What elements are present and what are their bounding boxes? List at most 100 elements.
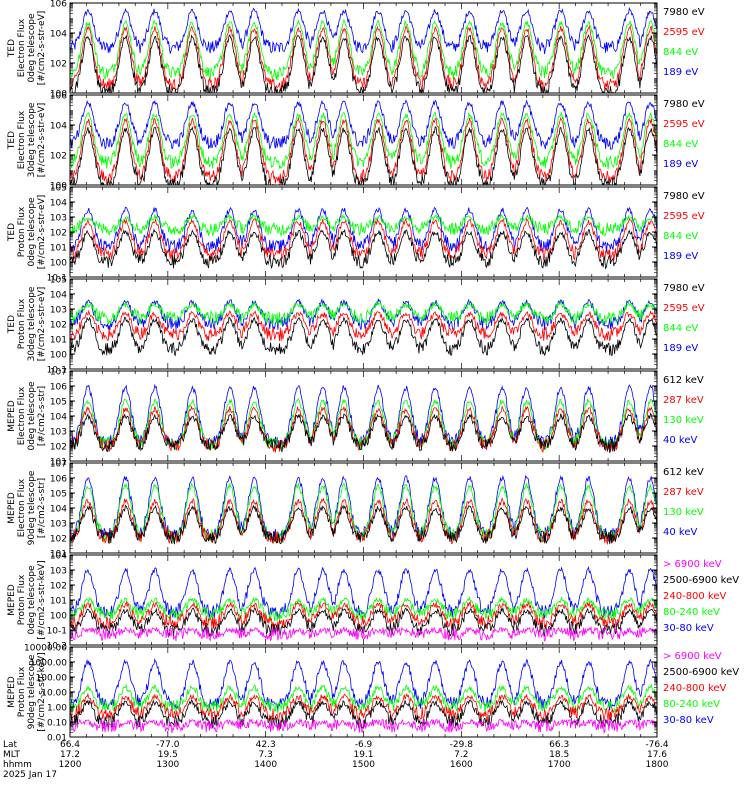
series-189-ev bbox=[70, 298, 657, 331]
series--6900-kev bbox=[70, 717, 657, 734]
y-axis-label: TEDProton Flux30deg telescope[#/cm2-s-st… bbox=[7, 286, 47, 361]
y-tick-label: 102 bbox=[50, 229, 67, 239]
y-tick-label: 106 bbox=[50, 92, 67, 102]
series-7980-ev bbox=[70, 228, 657, 270]
legend-entry: 844 eV bbox=[663, 47, 698, 58]
y-axis-label: TEDProton Flux0deg telescope[#/cm2-s-str… bbox=[7, 195, 47, 270]
x-row-label: hhmm bbox=[3, 760, 32, 770]
y-tick-label: 101 bbox=[50, 458, 67, 468]
y-tick-label: 105 bbox=[50, 276, 67, 286]
y-tick-label: 10-1 bbox=[47, 627, 67, 637]
y-tick-label: 102 bbox=[50, 60, 67, 70]
y-tick-label: 104 bbox=[50, 413, 67, 423]
date-label: 2025 Jan 17 bbox=[3, 770, 57, 780]
series-844-ev bbox=[70, 18, 657, 81]
legend-entry: 7980 eV bbox=[663, 191, 705, 202]
series-2595-ev bbox=[70, 116, 657, 185]
series-240-800-kev bbox=[70, 601, 657, 630]
x-tick-mlt: 7.3 bbox=[259, 750, 273, 760]
panel-4-series bbox=[70, 298, 657, 357]
y-tick-label: 10000.00 bbox=[24, 644, 67, 654]
series-844-ev bbox=[70, 213, 657, 237]
legend-entry: 287 keV bbox=[663, 487, 704, 498]
y-axis-label: MEPEDElectron Flux90deg telescope[#/cm2-… bbox=[7, 470, 47, 545]
legend-entry: 2595 eV bbox=[663, 211, 705, 222]
x-tick-mlt: 19.5 bbox=[158, 750, 178, 760]
y-tick-label: 103 bbox=[50, 214, 67, 224]
x-tick-lat: -29.8 bbox=[450, 740, 474, 750]
legend-entry: 612 keV bbox=[663, 467, 704, 478]
legend-entry: 7980 eV bbox=[663, 99, 705, 110]
x-row-label: MLT bbox=[3, 750, 21, 760]
legend-entry: 612 keV bbox=[663, 375, 704, 386]
series-40-kev bbox=[70, 383, 657, 451]
legend-entry: 240-800 keV bbox=[663, 683, 727, 694]
y-tick-label: 1.00 bbox=[47, 704, 67, 714]
y-tick-label: 105 bbox=[50, 490, 67, 500]
y-tick-label: 101 bbox=[50, 336, 67, 346]
series-189-ev bbox=[70, 206, 657, 254]
y-tick-label: 100 bbox=[50, 351, 67, 361]
series-2595-ev bbox=[70, 24, 657, 93]
panel-8: 0.01 0.10 1.00 10.00 100.00 1000.00 10000.00ME… bbox=[7, 644, 739, 744]
series-130-kev bbox=[70, 397, 657, 452]
y-tick-label: 10-1 bbox=[47, 366, 67, 376]
series-189-ev bbox=[70, 99, 657, 150]
y-tick-label: 104 bbox=[50, 122, 67, 132]
x-tick-mlt: 7.2 bbox=[454, 750, 468, 760]
x-tick-lat: 42.3 bbox=[256, 740, 276, 750]
x-tick-hhmm: 1700 bbox=[548, 760, 571, 770]
legend-entry: 2595 eV bbox=[663, 27, 705, 38]
series-189-ev bbox=[70, 6, 657, 54]
legend-entry: 30-80 keV bbox=[663, 623, 714, 634]
y-tick-label: 100 bbox=[50, 612, 67, 622]
legend-entry: 40 keV bbox=[663, 435, 697, 446]
panel-1-series bbox=[70, 6, 657, 93]
x-tick-hhmm: 1400 bbox=[254, 760, 277, 770]
y-axis-label: TEDElectron Flux0deg telescope[#/cm2-s-s… bbox=[7, 11, 47, 86]
legend-entry: 2595 eV bbox=[663, 303, 705, 314]
y-tick-label: 104 bbox=[50, 199, 67, 209]
x-tick-hhmm: 1300 bbox=[156, 760, 179, 770]
legend-entry: 80-240 keV bbox=[663, 699, 720, 710]
y-tick-label: 103 bbox=[50, 306, 67, 316]
y-tick-label: 100 bbox=[50, 259, 67, 269]
legend-entry: 189 eV bbox=[663, 343, 698, 354]
x-tick-mlt: 17.6 bbox=[647, 750, 667, 760]
series-2595-ev bbox=[70, 217, 657, 262]
legend-entry: 189 eV bbox=[663, 67, 698, 78]
y-tick-label: 102 bbox=[50, 582, 67, 592]
y-tick-label: 100.00 bbox=[36, 674, 68, 684]
legend-entry: > 6900 keV bbox=[663, 559, 722, 570]
legend-entry: 7980 eV bbox=[663, 283, 705, 294]
series-80-240-kev bbox=[70, 595, 657, 623]
legend-entry: 30-80 keV bbox=[663, 715, 714, 726]
y-tick-label: 100 bbox=[50, 90, 67, 100]
y-tick-label: 101 bbox=[50, 550, 67, 560]
y-tick-label: 107 bbox=[50, 460, 67, 470]
y-tick-label: 104 bbox=[50, 30, 67, 40]
legend-entry: 844 eV bbox=[663, 323, 698, 334]
x-tick-mlt: 17.2 bbox=[60, 750, 80, 760]
x-tick-hhmm: 1600 bbox=[450, 760, 473, 770]
legend-entry: 287 keV bbox=[663, 395, 704, 406]
y-axis-label: MEPEDProton Flux90deg telescope[#/cm2-s-… bbox=[7, 652, 47, 731]
legend-entry: 844 eV bbox=[663, 139, 698, 150]
y-tick-label: 106 bbox=[50, 475, 67, 485]
series-2595-ev bbox=[70, 309, 657, 342]
y-tick-label: 105 bbox=[50, 398, 67, 408]
panel-frame bbox=[69, 462, 658, 554]
series-612-kev bbox=[70, 504, 657, 545]
panel-3-series bbox=[70, 206, 657, 270]
y-tick-label: 102 bbox=[50, 152, 67, 162]
y-tick-label: 105 bbox=[50, 184, 67, 194]
x-tick-lat: -6.9 bbox=[355, 740, 373, 750]
x-tick-lat: 66.3 bbox=[549, 740, 569, 750]
y-tick-label: 10-2 bbox=[47, 642, 67, 652]
series-612-kev bbox=[70, 412, 657, 454]
x-tick-hhmm: 1500 bbox=[352, 760, 375, 770]
